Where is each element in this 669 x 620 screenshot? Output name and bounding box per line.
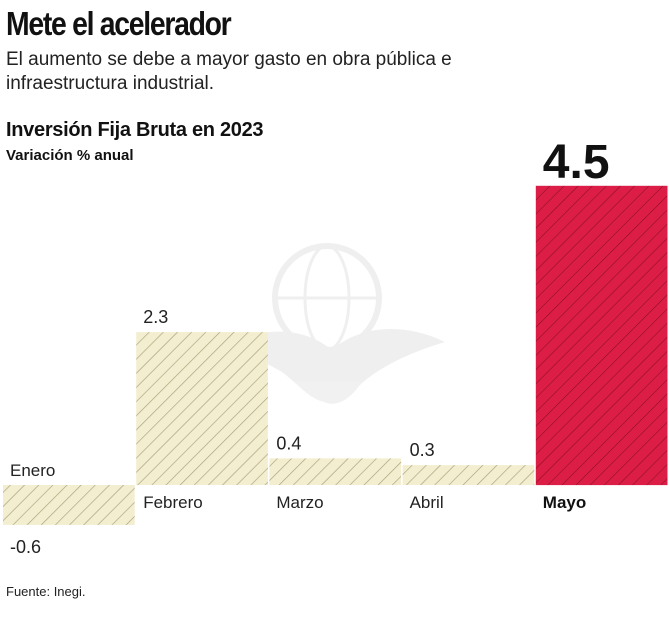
bar-enero [3, 485, 135, 525]
watermark-logo [225, 243, 445, 404]
value-labels-layer: -0.6 2.3 0.4 0.3 4.5 [10, 136, 610, 557]
value-label-mayo: 4.5 [543, 136, 610, 189]
bars-layer [3, 185, 668, 525]
source-note: Fuente: Inegi. [6, 584, 86, 599]
deck: El aumento se debe a mayor gasto en obra… [6, 49, 452, 94]
bar-abril [402, 465, 535, 485]
category-label-abril: Abril [410, 493, 444, 512]
value-label-febrero: 2.3 [143, 307, 168, 327]
bar-marzo [269, 458, 402, 485]
bar-mayo [535, 185, 668, 486]
chart-subtitle: Variación % anual [6, 147, 134, 164]
category-label-enero: Enero [10, 461, 55, 480]
value-label-abril: 0.3 [410, 440, 435, 460]
category-label-mayo: Mayo [543, 493, 586, 512]
value-label-marzo: 0.4 [276, 433, 301, 453]
chart-title: Inversión Fija Bruta en 2023 [6, 119, 264, 141]
category-label-febrero: Febrero [143, 493, 203, 512]
bar-febrero [136, 332, 268, 485]
value-label-enero: -0.6 [10, 537, 41, 557]
category-label-marzo: Marzo [276, 493, 323, 512]
headline: Mete el acelerador [6, 5, 232, 42]
category-labels-layer: Enero Febrero Marzo Abril Mayo [10, 461, 586, 512]
